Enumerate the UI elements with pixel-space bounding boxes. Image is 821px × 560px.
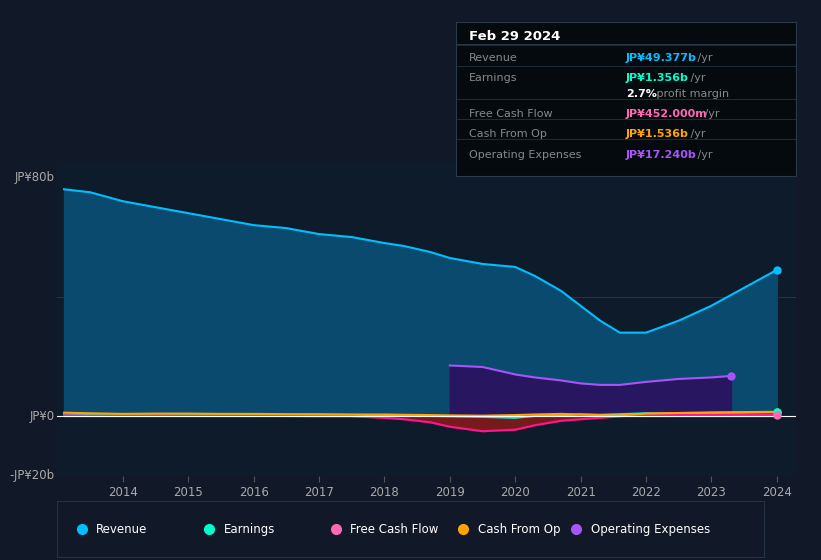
Text: Operating Expenses: Operating Expenses — [590, 522, 710, 536]
Text: JP¥80b: JP¥80b — [15, 171, 54, 184]
Text: /yr: /yr — [687, 73, 706, 83]
Text: /yr: /yr — [695, 53, 713, 63]
Text: Revenue: Revenue — [470, 53, 518, 63]
Text: JP¥1.356b: JP¥1.356b — [626, 73, 689, 83]
Text: JP¥0: JP¥0 — [30, 410, 54, 423]
Text: profit margin: profit margin — [654, 88, 729, 99]
Text: Free Cash Flow: Free Cash Flow — [351, 522, 439, 536]
Text: Operating Expenses: Operating Expenses — [470, 150, 581, 160]
Text: -JP¥20b: -JP¥20b — [9, 469, 54, 483]
Text: Feb 29 2024: Feb 29 2024 — [470, 30, 561, 43]
Text: Free Cash Flow: Free Cash Flow — [470, 109, 553, 119]
Text: Earnings: Earnings — [470, 73, 518, 83]
Text: JP¥49.377b: JP¥49.377b — [626, 53, 697, 63]
Text: JP¥17.240b: JP¥17.240b — [626, 150, 697, 160]
Text: /yr: /yr — [695, 150, 713, 160]
Text: /yr: /yr — [701, 109, 719, 119]
Text: Cash From Op: Cash From Op — [478, 522, 560, 536]
Text: Earnings: Earnings — [223, 522, 275, 536]
Text: /yr: /yr — [687, 129, 706, 139]
Text: JP¥1.536b: JP¥1.536b — [626, 129, 689, 139]
Text: 2.7%: 2.7% — [626, 88, 657, 99]
Text: JP¥452.000m: JP¥452.000m — [626, 109, 708, 119]
Text: Cash From Op: Cash From Op — [470, 129, 547, 139]
Text: Revenue: Revenue — [96, 522, 148, 536]
